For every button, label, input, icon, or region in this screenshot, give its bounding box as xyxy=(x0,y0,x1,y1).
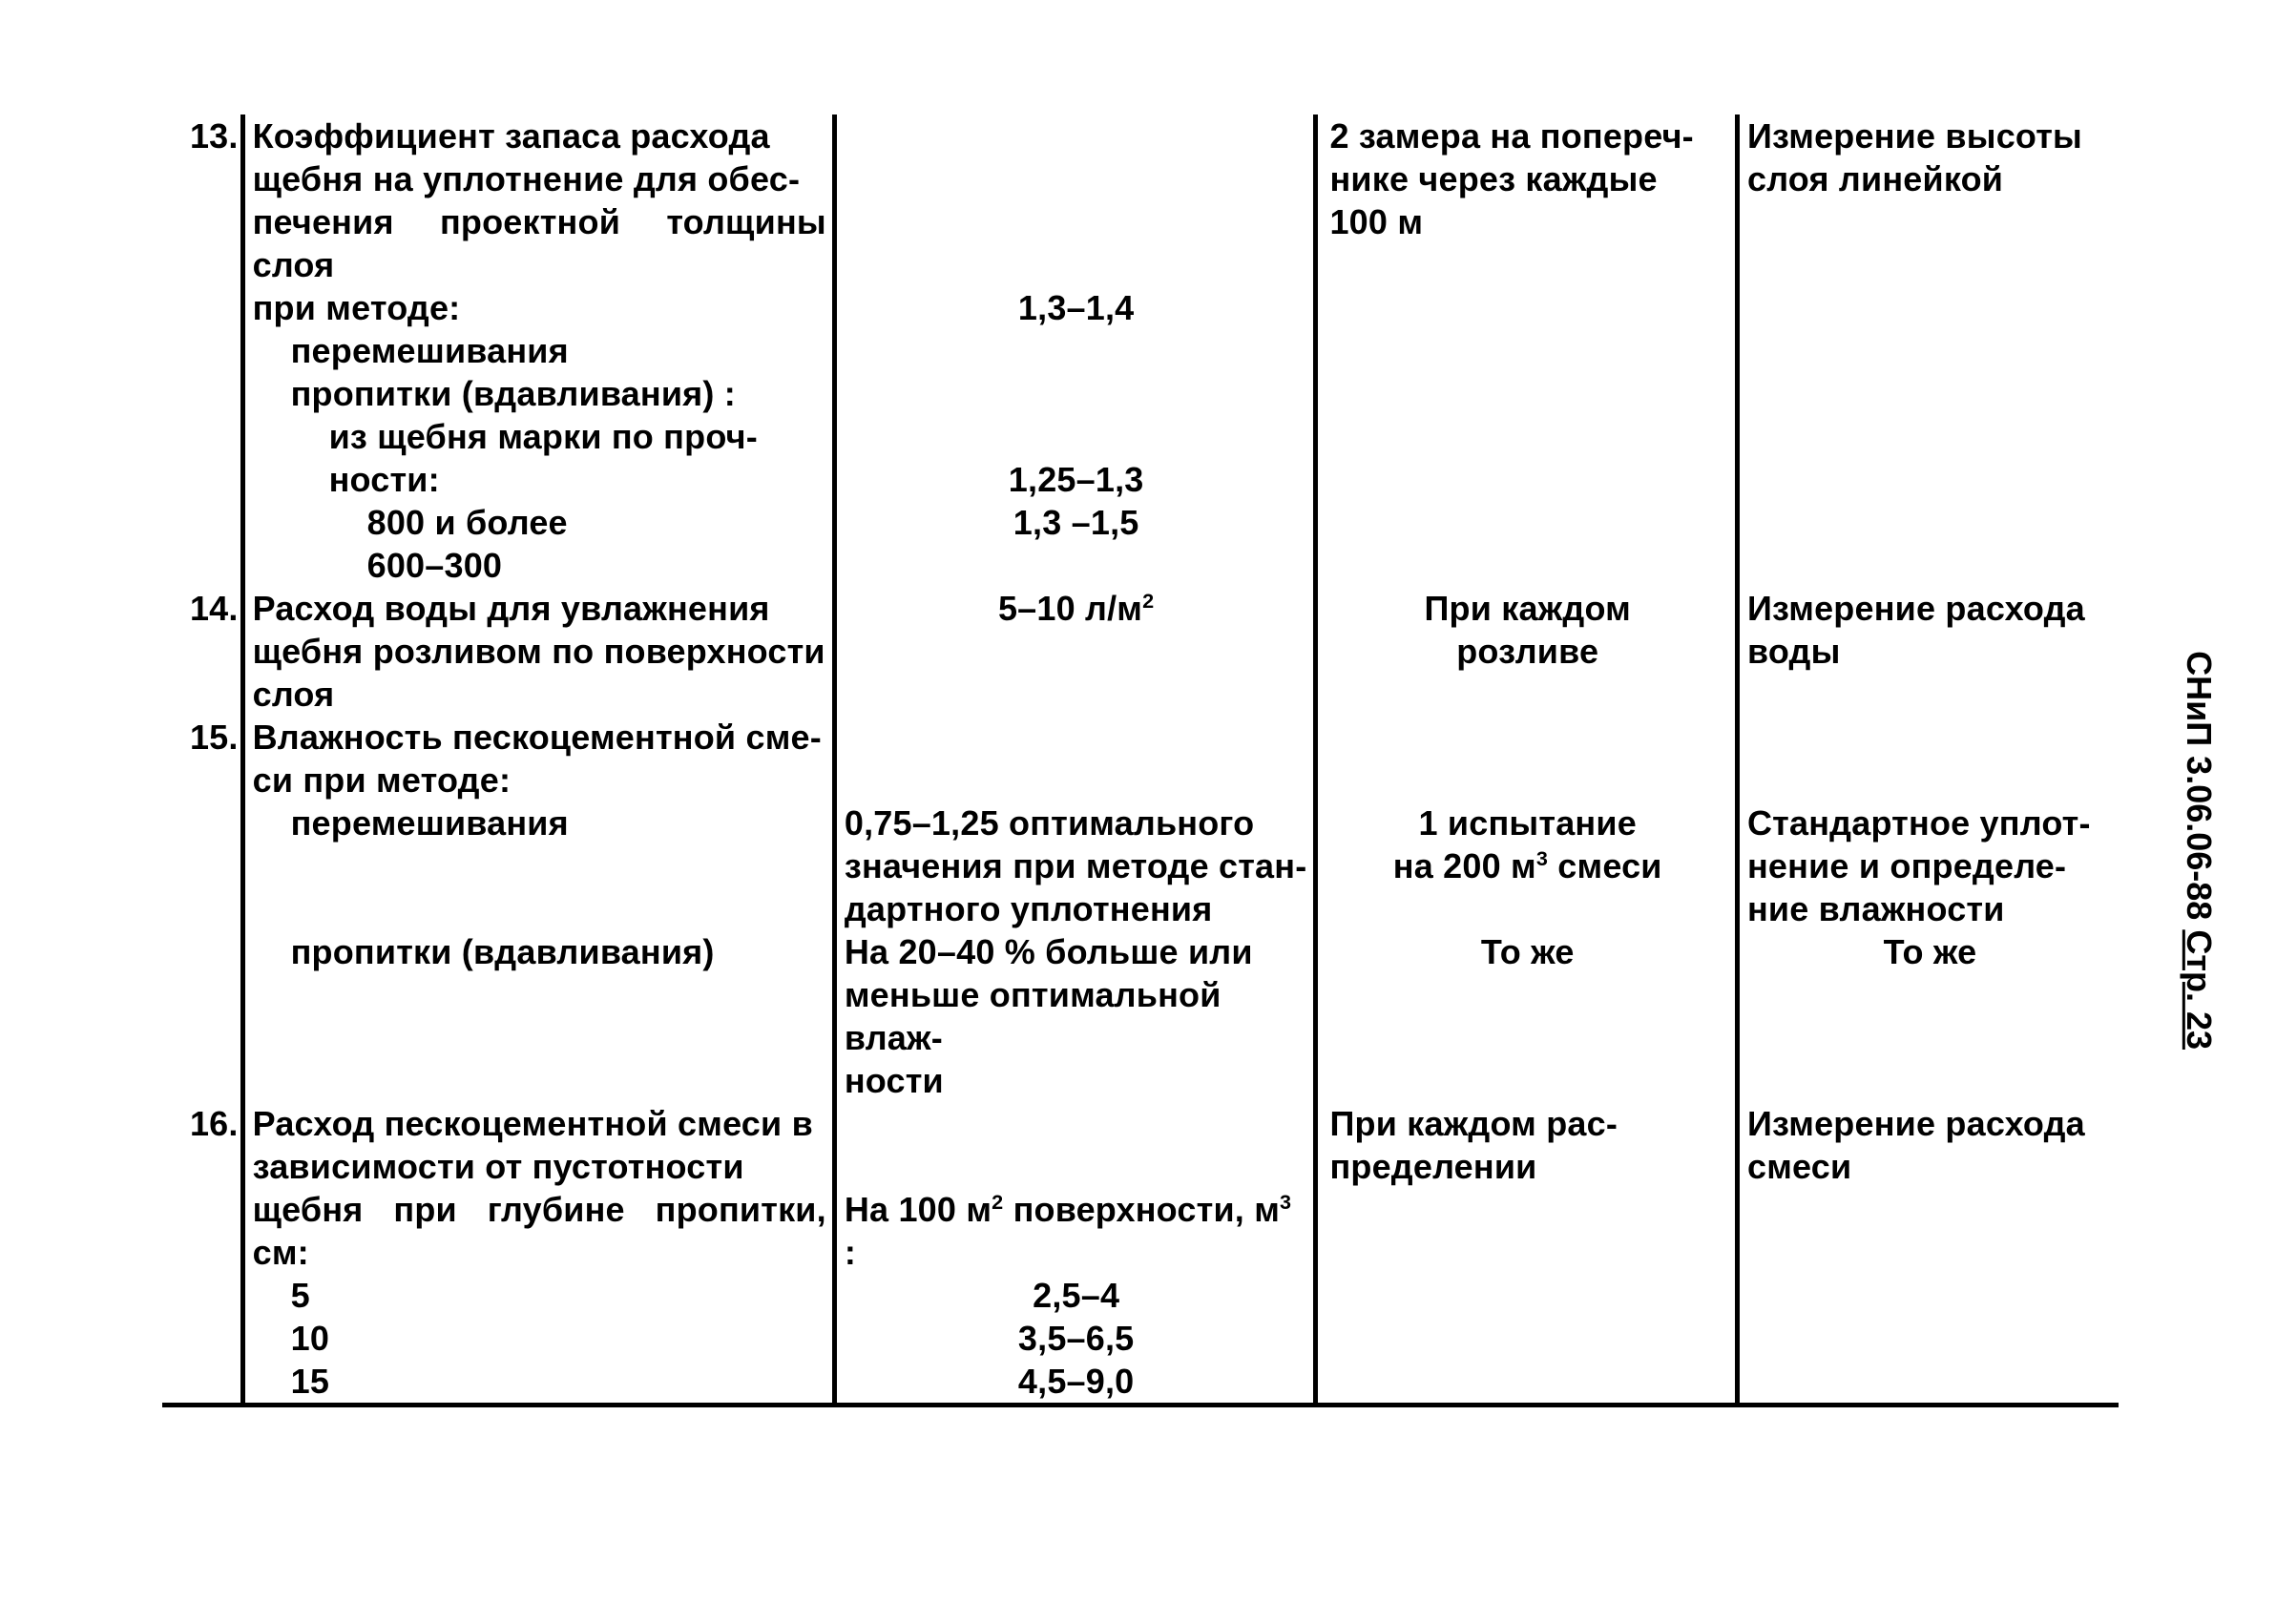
param-sub: 800 и более xyxy=(253,501,826,544)
param-line: Влажность пескоцементной сме- xyxy=(253,718,822,757)
value-cell: 1,3–1,4 1,25–1,3 1,3 –1,5 xyxy=(837,115,1314,544)
meth-line: воды xyxy=(1747,632,1841,671)
param-line: си при методе: xyxy=(253,760,512,800)
param-sub: 15 xyxy=(253,1360,826,1403)
control-cell: При каждом розливе xyxy=(1318,587,1735,673)
control-cell: 2 замера на попереч- нике через каждые 1… xyxy=(1318,115,1735,243)
param-line: щебня на уплотнение для обес- xyxy=(253,159,801,198)
control-cell: 1 испытание на 200 м3 смеси То же xyxy=(1318,716,1735,973)
ctrl-line: То же xyxy=(1481,932,1575,971)
param-sub: 600–300 xyxy=(253,544,826,587)
meth-line: ние влажности xyxy=(1747,889,2005,928)
param-line: Коэффициент запаса расхода xyxy=(253,116,770,156)
param-line: щебня при глубине пропитки, см: xyxy=(253,1190,826,1272)
value: 4,5–9,0 xyxy=(1018,1362,1135,1401)
param-line: Расход воды для увлажнения xyxy=(253,589,770,628)
meth-line: слоя линейкой xyxy=(1747,159,2003,198)
meth-line: смеси xyxy=(1747,1147,1851,1186)
value-cell: 0,75–1,25 оптимального значения при мето… xyxy=(837,716,1314,1102)
control-cell: При каждом рас- пределении xyxy=(1318,1102,1735,1188)
table-row: 15. Влажность пескоцементной сме- си при… xyxy=(162,716,2119,1102)
ctrl-line: 2 замера на попереч- xyxy=(1326,115,1729,157)
parameter-cell: Коэффициент запаса расхода щебня на упло… xyxy=(245,115,832,587)
ctrl-line: При каждом xyxy=(1424,589,1631,628)
value-line: меньше оптимальной влаж- xyxy=(845,973,1308,1059)
param-sub: пропитки (вдавливания) : xyxy=(253,372,826,415)
value-line: ности xyxy=(845,1059,1308,1102)
meth-line: нение и определе- xyxy=(1747,846,2066,885)
method-cell: Стандартное уплот- нение и определе- ние… xyxy=(1740,716,2119,973)
value: 5–10 л/м2 xyxy=(998,589,1154,628)
param-line: Расход пескоцементной смеси в xyxy=(253,1104,813,1143)
table-row: 16. Расход пескоцементной смеси в зависи… xyxy=(162,1102,2119,1403)
value: 3,5–6,5 xyxy=(1018,1319,1135,1358)
value-line: дартного уплотнения xyxy=(845,887,1308,930)
side-label-page: Стр. 23 xyxy=(2180,929,2219,1050)
value: 1,3 –1,5 xyxy=(1013,503,1139,542)
value-line: На 20–40 % больше или xyxy=(845,930,1308,973)
meth-line: Измерение высоты xyxy=(1747,116,2082,156)
meth-line: Измерение расхода xyxy=(1747,1104,2085,1143)
parameter-cell: Расход пескоцементной смеси в зависимост… xyxy=(245,1102,832,1403)
param-line: при методе: xyxy=(253,288,461,327)
value-line: значения при методе стан- xyxy=(845,844,1308,887)
row-number: 13. xyxy=(162,115,240,157)
value: 2,5–4 xyxy=(1033,1276,1119,1315)
table-row: 14. Расход воды для увлажнения щебня роз… xyxy=(162,587,2119,716)
value: 1,25–1,3 xyxy=(1009,460,1144,499)
spec-table: 13. Коэффициент запаса расхода щебня на … xyxy=(162,115,2119,1403)
value: 1,3–1,4 xyxy=(1018,288,1135,327)
parameter-cell: Расход воды для увлажнения щебня розливо… xyxy=(245,587,832,716)
row-number: 14. xyxy=(162,587,240,630)
table-row: 13. Коэффициент запаса расхода щебня на … xyxy=(162,115,2119,587)
ctrl-line: розливе xyxy=(1456,632,1598,671)
row-number: 15. xyxy=(162,716,240,759)
method-cell: Измерение расхода смеси xyxy=(1740,1102,2119,1188)
ctrl-line: на 200 м3 смеси xyxy=(1393,846,1662,885)
page-side-label: СНиП 3.06.06-88 Стр. 23 xyxy=(2179,651,2219,1050)
ctrl-line: 100 м xyxy=(1326,200,1729,243)
param-line: щебня розливом по поверхности xyxy=(253,632,825,671)
ctrl-line: При каждом рас- xyxy=(1326,1102,1729,1145)
ctrl-line: нике через каждые xyxy=(1326,157,1729,200)
method-cell: Измерение высоты слоя линейкой xyxy=(1740,115,2119,200)
param-sub: перемешивания xyxy=(253,329,826,372)
param-sub: 5 xyxy=(253,1274,826,1317)
value-header: На 100 м2 поверхности, м3 : xyxy=(845,1188,1308,1274)
param-line: зависимости от пустотности xyxy=(253,1147,744,1186)
meth-line: То же xyxy=(1747,930,2113,973)
meth-line: Измерение расхода xyxy=(1747,589,2085,628)
row-number: 16. xyxy=(162,1102,240,1145)
param-line: слоя xyxy=(253,675,335,714)
ctrl-line: 1 испытание xyxy=(1419,803,1637,843)
meth-line: Стандартное уплот- xyxy=(1747,803,2091,843)
param-sub: из щебня марки по проч- xyxy=(253,415,826,458)
param-sub: 10 xyxy=(253,1317,826,1360)
param-sub: ности: xyxy=(253,458,826,501)
ctrl-line: пределении xyxy=(1326,1145,1729,1188)
bottom-rule xyxy=(162,1403,2119,1407)
param-sub: перемешивания xyxy=(253,802,826,844)
param-line: печения проектной толщины слоя xyxy=(253,202,826,284)
param-sub: пропитки (вдавливания) xyxy=(253,930,826,973)
document-table: 13. Коэффициент запаса расхода щебня на … xyxy=(162,115,2119,1407)
value-line: 0,75–1,25 оптимального xyxy=(845,802,1308,844)
method-cell: Измерение расхода воды xyxy=(1740,587,2119,673)
value-cell: На 100 м2 поверхности, м3 : 2,5–4 3,5–6,… xyxy=(837,1102,1314,1403)
parameter-cell: Влажность пескоцементной сме- си при мет… xyxy=(245,716,832,973)
side-label-prefix: СНиП 3.06.06-88 xyxy=(2180,651,2219,929)
value-cell: 5–10 л/м2 xyxy=(837,587,1314,630)
